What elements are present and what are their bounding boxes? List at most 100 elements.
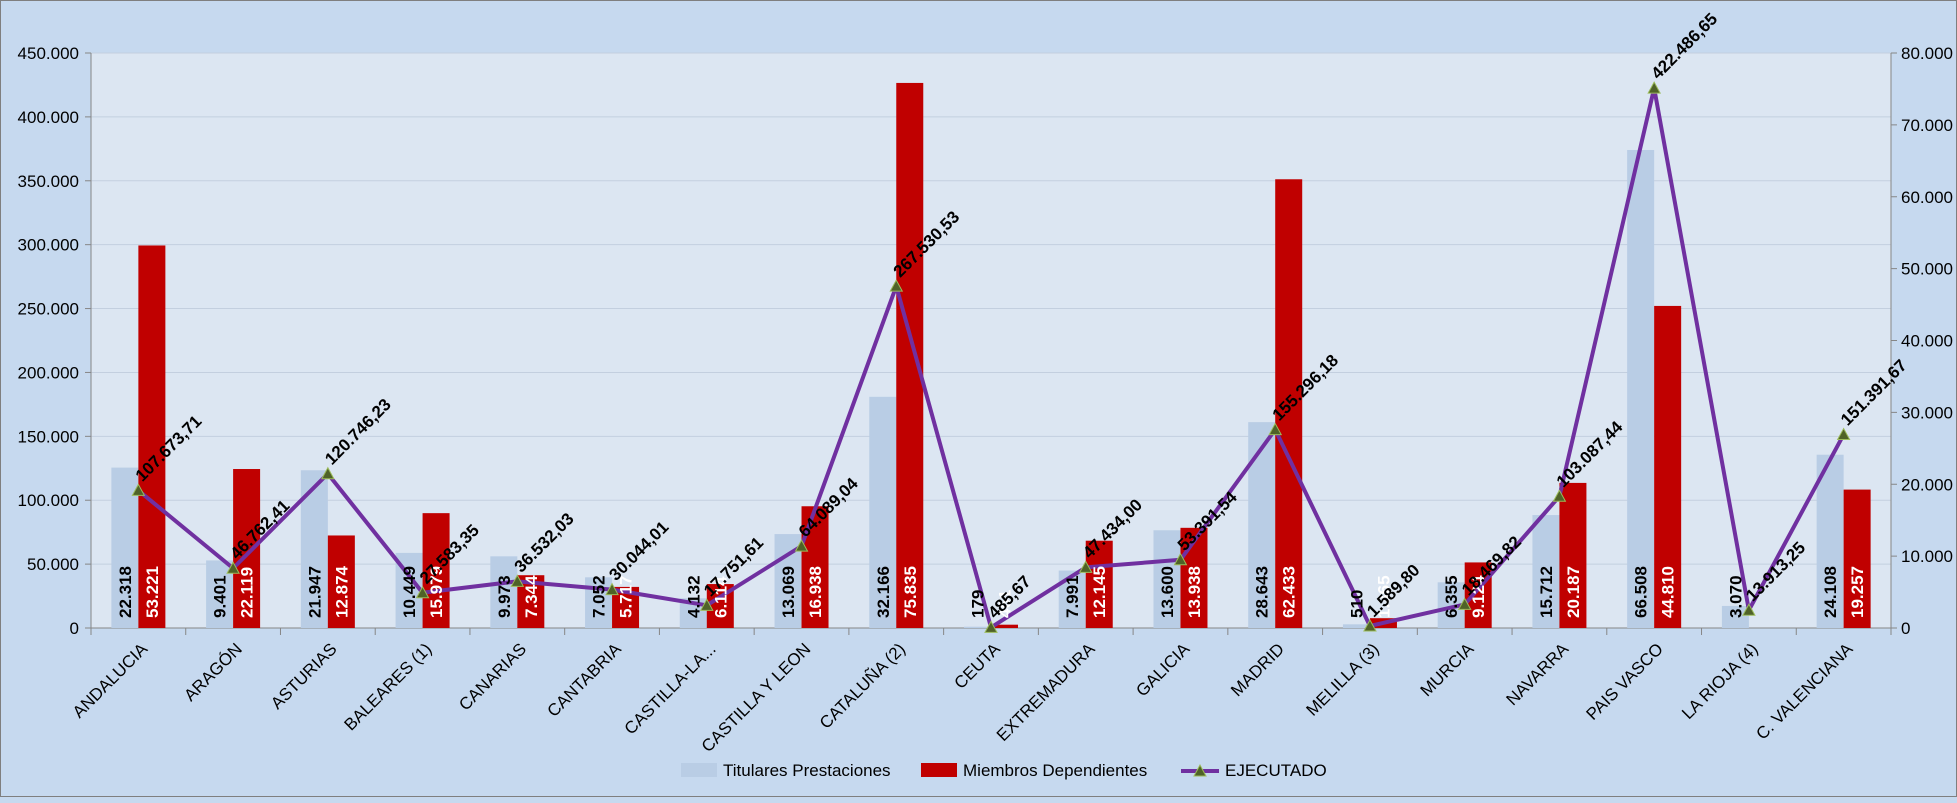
- right-axis-tick-label: 40.000: [1901, 332, 1953, 351]
- data-label-miembros: 7.344: [522, 575, 541, 618]
- data-label-miembros: 461: [996, 590, 1015, 618]
- data-label-titulares: 22.318: [116, 566, 135, 618]
- data-label-miembros: 44.810: [1659, 566, 1678, 618]
- data-label-miembros: 12.145: [1090, 566, 1109, 618]
- data-label-titulares: 28.643: [1253, 566, 1272, 618]
- ejecutado-marker: [1078, 560, 1093, 573]
- left-axis-tick-label: 200.000: [18, 363, 79, 382]
- ejecutado-marker: [226, 561, 240, 574]
- data-label-miembros: 19.257: [1848, 566, 1867, 618]
- category-label: PAIS VASCO: [1583, 639, 1667, 723]
- right-axis-tick-label: 60.000: [1901, 188, 1953, 207]
- axes: 0 50.000 100.000 150.000 200.000 250.000 300.0…: [18, 44, 1953, 638]
- bar-titulares-prestaciones: [490, 556, 518, 628]
- left-axis-tick-label: 450.000: [18, 44, 79, 63]
- category-label: CANARIAS: [455, 639, 530, 714]
- left-axis-tick-label: 100.000: [18, 491, 79, 510]
- data-label-miembros: 9.124: [1469, 575, 1488, 618]
- data-label-titulares: 66.508: [1632, 566, 1651, 618]
- data-label-titulares: 15.712: [1537, 566, 1556, 618]
- ejecutado-marker: [320, 466, 335, 480]
- category-label: CATALUÑA (2): [816, 639, 909, 732]
- data-label-titulares: 10.449: [400, 566, 419, 618]
- category-label: ASTURIAS: [267, 639, 341, 713]
- bar-miembros-dependientes: [422, 513, 450, 628]
- bar-miembros-dependientes: [896, 82, 924, 629]
- ejecutado-marker: [1363, 618, 1377, 632]
- left-axis-tick-label: 400.000: [18, 108, 79, 127]
- data-label-miembros: 12.874: [332, 565, 351, 618]
- data-label-titulares: 510: [1347, 590, 1366, 618]
- bar-miembros-dependientes: [1085, 540, 1113, 628]
- ejecutado-marker: [1268, 422, 1283, 436]
- data-label-titulares: 6.355: [1442, 575, 1461, 618]
- left-axis-tick-label: 250.000: [18, 300, 79, 319]
- bar-titulares-prestaciones: [1153, 530, 1181, 628]
- line-series: [131, 81, 1851, 633]
- legend-swatch-miembros: [921, 763, 957, 777]
- right-axis-tick-label: 10.000: [1901, 547, 1953, 566]
- data-label-miembros: 5.717: [617, 575, 636, 618]
- data-label-miembros: 22.119: [238, 567, 257, 618]
- data-label-titulares: 179: [969, 590, 988, 618]
- category-label: ANDALUCIA: [69, 639, 152, 722]
- category-label: BALEARES (1): [340, 639, 435, 734]
- ejecutado-marker: [605, 582, 619, 596]
- bar-miembros-dependientes: [1843, 489, 1871, 628]
- bar-miembros-dependientes: [138, 245, 166, 628]
- ejecutado-marker: [1457, 597, 1472, 610]
- data-label-miembros: 62.433: [1280, 566, 1299, 618]
- legend-marker-ejecutado: [1193, 763, 1207, 777]
- bar-titulares-prestaciones: [1342, 624, 1370, 628]
- data-label-miembros: 75.835: [901, 566, 920, 618]
- category-labels: ANDALUCIA ARAGÓN ASTURIAS BALEARES (1) CANAR…: [69, 639, 1857, 756]
- data-label-titulares: 3.070: [1726, 575, 1745, 618]
- ejecutado-marker: [794, 539, 809, 552]
- ejecutado-marker: [415, 585, 430, 599]
- data-label-miembros: 13.938: [1185, 566, 1204, 618]
- ejecutado-marker: [1173, 552, 1188, 566]
- gridlines: [91, 52, 1891, 565]
- data-label-titulares: 13.600: [1158, 566, 1177, 618]
- left-axis-tick-label: 50.000: [27, 555, 79, 574]
- data-label-titulares: 9.973: [495, 575, 514, 618]
- category-label: NAVARRA: [1502, 639, 1572, 709]
- data-label-miembros: 16.938: [806, 566, 825, 618]
- data-label-miembros: 1.365: [1374, 575, 1393, 618]
- legend-label-ejecutado: EJECUTADO: [1225, 761, 1327, 780]
- data-label-titulares: 7.052: [590, 575, 609, 618]
- plot-area: [91, 53, 1891, 628]
- data-label-titulares: 7.991: [1063, 575, 1082, 618]
- data-label-titulares: 13.069: [779, 566, 798, 618]
- category-label: MURCIA: [1417, 639, 1478, 700]
- ejecutado-marker: [1647, 81, 1662, 94]
- left-axis-tick-label: 300.000: [18, 236, 79, 255]
- data-label-miembros: 15.979: [427, 566, 446, 618]
- left-axis-tick-label: 150.000: [18, 427, 79, 446]
- right-axis-tick-label: 80.000: [1901, 44, 1953, 63]
- bar-miembros-dependientes: [991, 624, 1018, 628]
- category-label: LA RIOJA (4): [1678, 639, 1762, 723]
- bar-titulares-prestaciones: [1248, 422, 1276, 628]
- data-label-miembros: 6.114: [711, 576, 730, 618]
- ejecutado-marker: [510, 574, 525, 587]
- right-axis-tick-label: 50.000: [1901, 260, 1953, 279]
- right-axis-tick-label: 30.000: [1901, 403, 1953, 422]
- data-label-titulares: 24.108: [1821, 566, 1840, 618]
- bar-miembros-dependientes: [1654, 305, 1682, 628]
- data-label-miembros: 20.187: [1564, 566, 1583, 618]
- bar-miembros-dependientes: [327, 535, 355, 628]
- bar-titulares-prestaciones: [1627, 149, 1655, 628]
- legend: Titulares Prestaciones Miembros Dependien…: [681, 761, 1327, 780]
- legend-swatch-titulares: [681, 763, 717, 777]
- ejecutado-marker: [889, 279, 904, 292]
- category-label: MADRID: [1227, 639, 1288, 700]
- left-axis-tick-label: 0: [70, 619, 79, 638]
- category-label: C. VALENCIANA: [1752, 639, 1857, 744]
- right-axis-tick-label: 20.000: [1901, 475, 1953, 494]
- category-label: CANTABRIA: [544, 639, 626, 721]
- bar-titulares-prestaciones: [1721, 605, 1749, 628]
- bar-titulares-prestaciones: [1816, 454, 1844, 628]
